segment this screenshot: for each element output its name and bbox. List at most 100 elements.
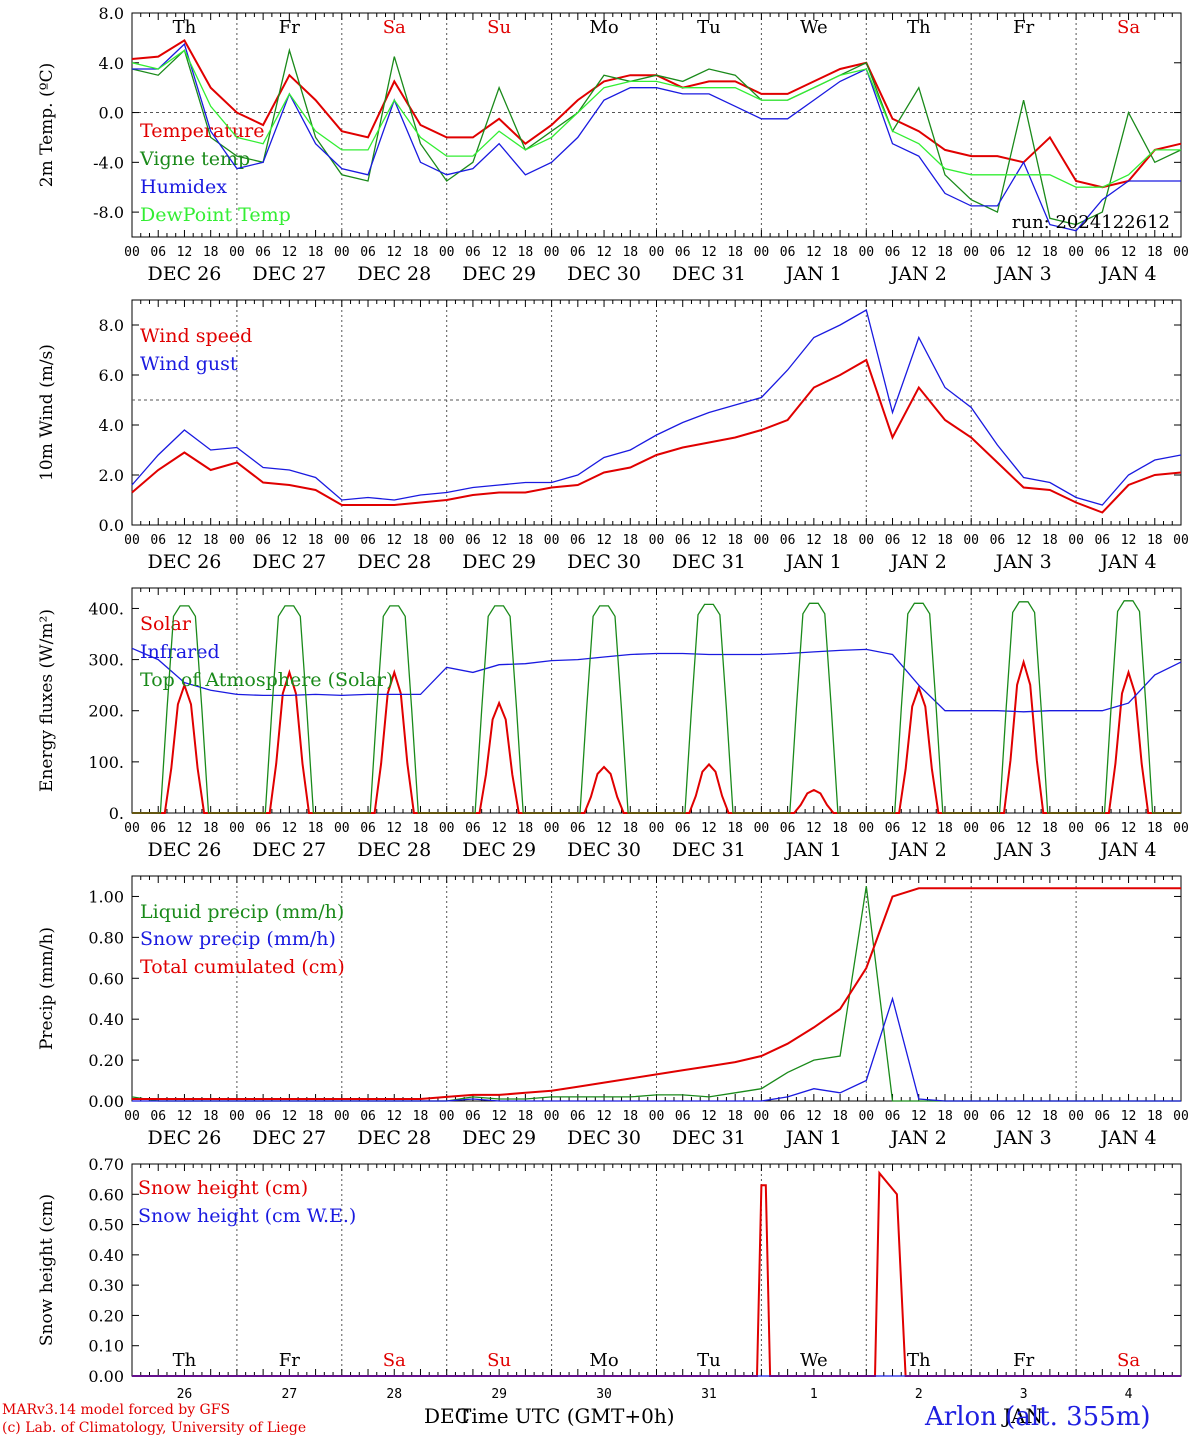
x-date-label: JAN 2 (889, 1127, 947, 1149)
y-tick-label: 0.80 (88, 928, 124, 947)
y-tick-label: 8.0 (99, 4, 124, 23)
day-number-label: 28 (386, 1387, 402, 1402)
x-hour-label: 12 (806, 533, 822, 548)
x-hour-label: 06 (360, 533, 376, 548)
x-hour-label: 18 (622, 245, 638, 260)
x-hour-label: 06 (675, 1109, 691, 1124)
x-hour-label: 00 (649, 245, 665, 260)
series-line-blue (131, 309, 1182, 506)
x-hour-label: 00 (754, 821, 770, 836)
y-axis-label: Snow height (cm) (37, 1194, 57, 1346)
y-tick-label: 2.0 (99, 466, 124, 485)
y-tick-label: 100. (88, 753, 124, 772)
x-date-label: DEC 31 (672, 1127, 746, 1149)
x-date-label: JAN 2 (889, 551, 947, 573)
x-hour-label: 12 (282, 533, 298, 548)
x-hour-label: 18 (937, 245, 953, 260)
weekday-label: Tu (697, 17, 721, 38)
x-hour-label: 12 (701, 821, 717, 836)
x-hour-label: 06 (885, 1109, 901, 1124)
legend-entry: Snow height (cm W.E.) (138, 1205, 356, 1227)
x-hour-label: 18 (308, 245, 324, 260)
x-axis-title: Time UTC (GMT+0h) (458, 1404, 675, 1428)
x-date-label: JAN 1 (784, 263, 842, 285)
legend-entry: Humidex (140, 176, 227, 198)
x-hour-label: 12 (282, 821, 298, 836)
x-hour-label: 00 (1173, 821, 1189, 836)
x-hour-label: 18 (203, 821, 219, 836)
x-hour-label: 12 (911, 245, 927, 260)
panel-5: 0.70 0.60 0.50 0.40 0.30 0.20 0.10 0.00 Snow hei… (37, 1155, 1182, 1402)
y-tick-label: 1.00 (88, 887, 124, 906)
day-number-label: 1 (810, 1387, 818, 1402)
x-hour-label: 00 (649, 821, 665, 836)
day-number-label: 26 (177, 1387, 193, 1402)
x-date-label: DEC 28 (357, 1127, 431, 1149)
x-date-label: DEC 26 (148, 551, 222, 573)
x-hour-label: 18 (308, 1109, 324, 1124)
y-tick-label: 0.60 (88, 969, 124, 988)
x-date-label: DEC 27 (252, 263, 326, 285)
weekday-label: Sa (1117, 1350, 1140, 1371)
x-date-label: DEC 29 (462, 1127, 536, 1149)
x-hour-label: 12 (701, 533, 717, 548)
x-hour-label: 00 (858, 533, 874, 548)
x-hour-label: 00 (754, 1109, 770, 1124)
y-axis-label: Energy fluxes (W/m²) (37, 609, 57, 792)
x-hour-label: 18 (937, 821, 953, 836)
y-axis-label: 2m Temp. (ºC) (37, 63, 57, 188)
legend-entry: Wind speed (140, 325, 252, 347)
day-number-label: 4 (1125, 1387, 1133, 1402)
day-number-label: 31 (701, 1387, 717, 1402)
model-text: MARv3.14 model forced by GFS (2, 1402, 231, 1418)
y-tick-label: 0.00 (88, 1367, 124, 1386)
x-hour-label: 12 (1121, 1109, 1137, 1124)
legend-entry: Total cumulated (cm) (140, 956, 345, 978)
y-tick-label: 0.0 (99, 104, 124, 123)
dec-month-label: DEC (424, 1404, 470, 1428)
x-hour-label: 06 (990, 1109, 1006, 1124)
y-tick-label: 6.0 (99, 366, 124, 385)
x-hour-label: 06 (1094, 533, 1110, 548)
x-date-label: DEC 29 (462, 263, 536, 285)
model-credit: MARv3.14 model forced by GFS (c) Lab. of… (2, 1401, 306, 1437)
y-tick-label: 0.10 (88, 1337, 124, 1356)
run-annotation: run: 2024122612 (1012, 212, 1170, 233)
x-hour-label: 12 (1121, 533, 1137, 548)
x-hour-label: 18 (308, 821, 324, 836)
x-hour-label: 00 (439, 1109, 455, 1124)
x-hour-label: 18 (1042, 245, 1058, 260)
x-hour-label: 12 (1016, 245, 1032, 260)
legend-entry: DewPoint Temp (140, 204, 291, 226)
panel-1: 8.0 4.0 0.0 -4.0 -8.0 2m Temp. (ºC) Th Fr Sa Su Mo… (37, 4, 1189, 285)
x-hour-label: 12 (177, 533, 193, 548)
x-hour-label: 12 (806, 245, 822, 260)
x-hour-label: 00 (229, 533, 245, 548)
x-hour-label: 06 (255, 533, 271, 548)
x-date-label: JAN 3 (994, 551, 1052, 573)
x-hour-label: 06 (465, 821, 481, 836)
x-hour-label: 06 (255, 245, 271, 260)
x-hour-label: 12 (701, 1109, 717, 1124)
x-hour-label: 06 (255, 821, 271, 836)
x-hour-label: 00 (1173, 245, 1189, 260)
x-hour-label: 12 (596, 533, 612, 548)
x-hour-label: 00 (124, 533, 140, 548)
x-date-label: DEC 27 (252, 551, 326, 573)
x-hour-label: 18 (413, 821, 429, 836)
x-hour-label: 00 (1068, 821, 1084, 836)
x-hour-label: 18 (413, 533, 429, 548)
day-number-label: 2 (915, 1387, 923, 1402)
x-hour-label: 06 (675, 821, 691, 836)
x-hour-label: 06 (360, 245, 376, 260)
legend-entry: Vigne temp (139, 148, 250, 170)
x-hour-label: 12 (701, 245, 717, 260)
series-line-lightgreen (131, 49, 1181, 188)
x-hour-label: 06 (990, 245, 1006, 260)
x-hour-label: 12 (596, 1109, 612, 1124)
weekday-label: Su (487, 17, 511, 38)
y-tick-label: 300. (88, 651, 124, 670)
legend-entry: Wind gust (140, 353, 238, 375)
x-hour-label: 00 (124, 1109, 140, 1124)
weekday-label: Th (907, 1350, 931, 1371)
